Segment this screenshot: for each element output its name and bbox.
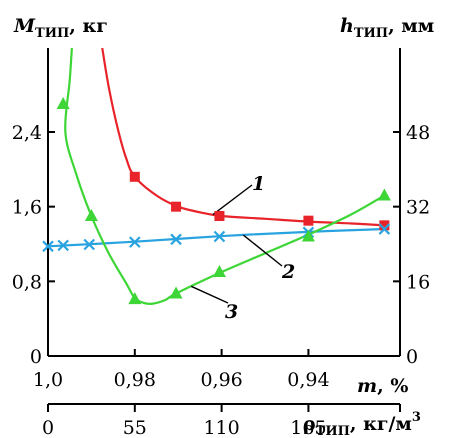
right-tick-label: 16 [406,271,430,293]
series-3-point [301,229,315,242]
series-line-3 [64,47,385,306]
series-2-point-stroke [57,239,69,252]
left-axis-title-main: M [13,15,36,37]
m-tick-label: 1,0 [33,369,63,391]
m-tick-label: 0,98 [114,369,156,391]
m-tick-label: 0,94 [287,369,329,391]
rho-tick-label: 110 [203,417,239,438]
x-axis-m-title: m, % [357,375,408,397]
left-tick-label: 0,8 [12,271,42,293]
left-axis-title-sub: ТИП [35,26,69,41]
x-axis-m-title-unit: , % [377,375,408,397]
series-2-point [129,236,141,248]
series-2-point-stroke [378,223,391,235]
right-tick-label: 0 [406,346,418,368]
series-2-point [42,240,54,253]
series-1-point [129,171,140,182]
series-2-point-stroke [213,230,226,243]
x-axis-m-title-main: m [357,375,377,397]
x-axis-rho-title-unit: , кг/м [350,413,412,435]
right-axis-title: hТИП, мм [340,15,434,41]
x-axis-rho-title: ρТИП, кг/м3 [303,410,421,438]
right-tick-label: 32 [406,197,430,219]
series-line-1 [101,47,385,227]
right-tick-label: 48 [406,122,430,144]
series-1-point [214,211,225,221]
rho-tick-label: 165 [290,417,326,438]
series-3-point [56,97,70,109]
right-axis-title-sub: ТИП [354,26,388,41]
series-1-point [171,201,182,212]
series-2-point [213,230,226,243]
markers [42,97,391,305]
left-axis-title-unit: , кг [69,15,108,37]
m-tick-label: 0,96 [200,369,242,391]
series-3-point [84,209,98,221]
curves [47,47,385,306]
curve-label-2: 2 [281,261,295,283]
x-axis-rho-title-sub: ТИП [316,424,350,438]
right-axis-title-main: h [340,15,354,37]
right-axis-title-unit: , мм [388,15,434,37]
series-2-point [83,238,96,251]
x-axis-rho-title-sup: 3 [412,410,421,425]
series-2-point-stroke [129,236,141,248]
series-1-point [303,215,314,226]
leader-3 [190,285,229,304]
leader-2 [242,234,283,267]
plot-frame [47,48,401,405]
series-2-point-stroke [42,240,54,253]
series-2-point [57,239,69,252]
series-2-point [378,223,391,235]
series-2-point-stroke [170,233,182,246]
curve-label-3: 3 [225,301,238,323]
rho-tick-label: 55 [123,417,147,438]
series-3-point [128,292,142,305]
series-2-point-stroke [83,238,96,251]
left-axis-title: MТИП, кг [13,15,108,41]
left-tick-label: 1,6 [12,197,42,219]
x-axis-rho-title-main: ρ [303,413,316,435]
curve-label-1: 1 [252,173,265,195]
series-2-point [170,233,182,246]
series-3-point [212,265,226,277]
series-3-point [169,286,183,299]
series-3-point [377,188,391,201]
left-tick-label: 0 [30,346,42,368]
leader-1 [212,184,253,216]
left-tick-label: 2,4 [12,122,42,144]
series-1-point [379,220,390,231]
rho-tick-label: 0 [42,417,54,438]
